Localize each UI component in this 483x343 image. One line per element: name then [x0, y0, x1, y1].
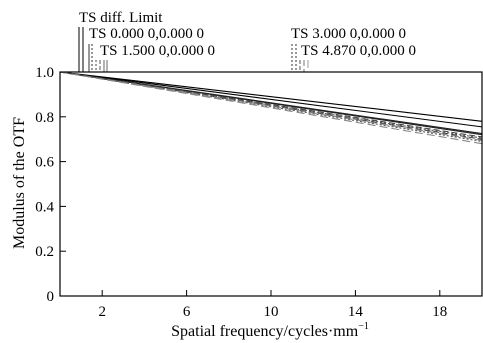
series-line-sagittal	[59, 71, 483, 145]
plot-frame	[59, 71, 483, 297]
x-tick-label: 18	[432, 304, 447, 320]
series-line-sagittal	[59, 71, 483, 128]
tick-labels: 0 0.2 0.4 0.6 0.8 1.0 2 6 10 14 18	[35, 65, 447, 320]
x-axis-label: Spatial frequency/cycles·mm−1	[171, 321, 369, 340]
x-tick-label: 2	[98, 304, 106, 320]
y-axis-label: Modulus of the OTF	[11, 117, 28, 249]
x-tick-label: 14	[348, 304, 364, 320]
legend-label-ts-3000: TS 3.000 0,0.000 0	[291, 26, 406, 42]
series-line-sagittal	[59, 71, 483, 142]
series-line-sagittal	[59, 71, 483, 136]
legend-tick-marks	[78, 27, 309, 72]
series-0	[59, 71, 483, 128]
series-layer	[59, 71, 483, 145]
series-1	[59, 71, 483, 136]
series-line-tangential	[59, 71, 483, 138]
y-tick-label: 0	[47, 289, 55, 305]
series-line-tangential	[59, 71, 483, 139]
series-line-tangential	[59, 71, 483, 122]
y-tick-label: 0.4	[35, 199, 54, 215]
series-2	[59, 71, 483, 140]
y-tick-label: 1.0	[35, 65, 54, 81]
legend-label-ts-4870: TS 4.870 0,0.000 0	[301, 43, 416, 59]
legend-label-ts-0: TS 0.000 0,0.000 0	[89, 26, 204, 42]
legend-label-ts-1500: TS 1.500 0,0.000 0	[100, 43, 215, 59]
y-tick-label: 0.8	[35, 110, 54, 126]
legend-label-diff-limit: TS diff. Limit	[79, 10, 163, 26]
x-tick-label: 6	[183, 304, 191, 320]
series-3	[59, 71, 483, 142]
series-4	[59, 71, 483, 145]
axis-ticks	[60, 71, 441, 297]
series-line-sagittal	[59, 71, 483, 140]
y-tick-label: 0.6	[35, 155, 54, 171]
x-tick-label: 10	[264, 304, 279, 320]
y-tick-label: 0.2	[35, 244, 54, 260]
